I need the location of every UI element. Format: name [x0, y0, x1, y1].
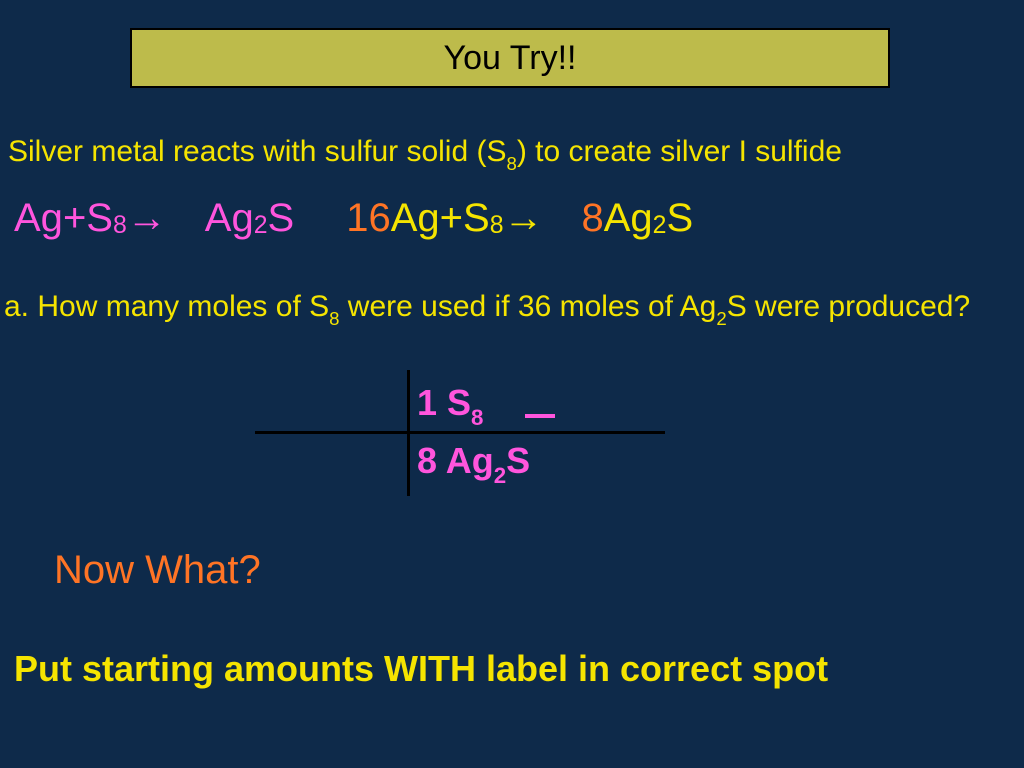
eq-left-Ag2S: Ag [205, 196, 254, 241]
title-text: You Try!! [444, 39, 577, 78]
coef-16: 16 [346, 196, 391, 241]
arrow-icon: → [503, 196, 543, 241]
grid-horizontal-line [255, 431, 665, 434]
dimensional-analysis-grid: 1 S8 8 Ag2S [255, 378, 675, 498]
eq-left-Ag: Ag [14, 196, 63, 241]
coef-8: 8 [581, 196, 603, 241]
underscore-mark [525, 414, 555, 418]
instruction-text: Put starting amounts WITH label in corre… [14, 648, 828, 690]
now-what-prompt: Now What? [54, 548, 261, 593]
ratio-denominator: 8 Ag2S [417, 440, 530, 487]
title-banner: You Try!! [130, 28, 890, 88]
sub-question: a. How many moles of S8 were used if 36 … [4, 288, 1004, 328]
problem-statement: Silver metal reacts with sulfur solid (S… [8, 135, 842, 173]
arrow-icon: → [127, 196, 167, 241]
ratio-numerator: 1 S8 [417, 382, 483, 429]
eq-left-S: S [86, 196, 113, 241]
equation-row: Ag + S8 → Ag2S 16Ag + S8 → 8Ag2S [14, 196, 1014, 241]
